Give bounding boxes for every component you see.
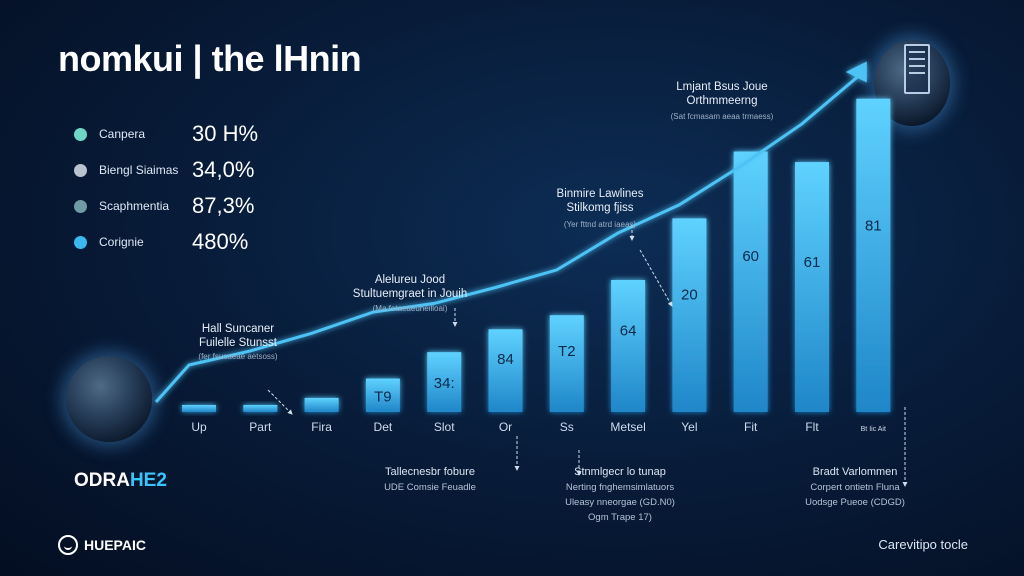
legend-value: 34,0% <box>192 157 255 182</box>
bar-value-label: 84 <box>497 351 514 368</box>
brand-name: ODRA <box>74 470 130 491</box>
category-label: Yel <box>681 420 697 434</box>
bar <box>611 280 646 412</box>
bottom-annotation-title: Stnmlgecr lo tunap <box>574 466 666 478</box>
annotation-subtitle: (Sat fcmasam aeaa trmaess) <box>670 112 774 121</box>
annotation-subtitle: (fer fsucaeae aetsoss) <box>198 352 278 361</box>
smile-logo-icon <box>58 535 78 555</box>
category-label: Det <box>374 420 393 434</box>
server-icon <box>904 44 930 94</box>
bottom-annotation: Stnmlgecr lo tunap Nerting fnghemsimlatu… <box>550 465 690 525</box>
category-label: Bt Iic Ait <box>861 426 886 433</box>
bar <box>243 404 278 412</box>
bottom-annotation: Tallecnesbr fobure UDE Comsie Feuadle <box>360 465 500 495</box>
category-label: Fit <box>744 420 758 434</box>
bottom-annotation-subtitle: Corpert ontietn Fluna Uodsge Pueoe (CDGD… <box>805 482 905 508</box>
bar <box>427 352 462 412</box>
trend-line <box>154 61 868 403</box>
bar-value-label: 20 <box>681 287 698 304</box>
category-label: Part <box>249 420 272 434</box>
bar <box>856 98 891 412</box>
bottom-annotation-subtitle: Nerting fnghemsimlatuors Uleasy nneorgae… <box>565 482 675 523</box>
category-label: Metsel <box>610 420 645 434</box>
legend-item: Scaphmentia 87,3% <box>74 188 314 224</box>
legend-swatch <box>74 235 87 249</box>
category-label: Ss <box>560 420 574 434</box>
brand-secondary-name: HUEPAIC <box>84 537 146 553</box>
bar <box>488 329 523 412</box>
annotation-pointer <box>267 389 293 415</box>
legend-label: Scaphmentia <box>99 199 170 213</box>
bar <box>795 162 829 412</box>
annotation-subtitle: (Yer fttnd atrd iaeas) <box>563 220 637 229</box>
category-label: Flt <box>805 420 819 434</box>
page-title: nomkui | the lHnin <box>58 38 362 79</box>
legend-value: 87,3% <box>192 193 255 218</box>
legend-item: Biengl Siaimas 34,0% <box>74 152 314 188</box>
legend-swatch <box>74 199 87 213</box>
annotation-subtitle: (Ma fetaeaeuheilloai) <box>372 304 448 313</box>
legend-item: Canpera 30 H% <box>74 116 314 152</box>
annotation-title: Alelureu Jood Stultuemgraet in Jouih <box>352 274 468 300</box>
bar <box>182 404 216 412</box>
bottom-annotation-title: Tallecnesbr fobure <box>385 466 475 478</box>
legend-label: Canpera <box>99 127 146 141</box>
annotation-title: Hall Suncaner Fuilelle Stunsst <box>199 323 277 349</box>
bar-value-label: T9 <box>374 388 392 405</box>
footer-caption: Carevitipo tocle <box>878 537 968 552</box>
bar-value-label: 60 <box>742 248 759 265</box>
category-label: Slot <box>434 420 455 434</box>
brand-name-accent: HE2 <box>129 470 167 491</box>
legend-label: Biengl Siaimas <box>99 163 179 177</box>
bar <box>304 397 339 412</box>
bottom-annotation-subtitle: UDE Comsie Feuadle <box>384 482 476 493</box>
bottom-annotation-title: Bradt Varlommen <box>812 466 898 478</box>
category-label: Up <box>191 420 207 434</box>
bar-value-label: 64 <box>620 322 637 339</box>
annotation-title: Lmjant Bsus Joue Orthmmeerng <box>676 81 768 107</box>
legend-swatch <box>74 163 87 177</box>
brand-logo-secondary: HUEPAIC <box>58 535 146 555</box>
category-label: Or <box>499 420 512 434</box>
bar-value-label: T2 <box>558 343 576 360</box>
legend: Canpera 30 H% Biengl Siaimas 34,0% Scaph… <box>74 116 314 260</box>
bar <box>549 315 584 412</box>
bar <box>733 151 768 412</box>
category-label: Fira <box>311 420 332 434</box>
bottom-annotation: Bradt Varlommen Corpert ontietn Fluna Uo… <box>790 465 920 510</box>
bar-value-label: 81 <box>865 217 882 234</box>
legend-label: Corignie <box>99 235 144 249</box>
legend-item: Corignie 480% <box>74 224 314 260</box>
brand-logo-primary: ODRAHE2 <box>74 470 167 492</box>
legend-value: 30 H% <box>192 121 259 146</box>
legend-value: 480% <box>192 229 249 254</box>
globe-icon <box>66 356 152 442</box>
annotation-pointer <box>639 249 673 307</box>
bar <box>365 378 400 412</box>
bar-value-label: 61 <box>804 254 821 271</box>
bar <box>672 218 707 412</box>
legend-swatch <box>74 127 87 141</box>
annotation-title: Binmire Lawlines Stilkomg fjiss <box>556 188 644 214</box>
bar-value-label: 34: <box>434 375 455 392</box>
